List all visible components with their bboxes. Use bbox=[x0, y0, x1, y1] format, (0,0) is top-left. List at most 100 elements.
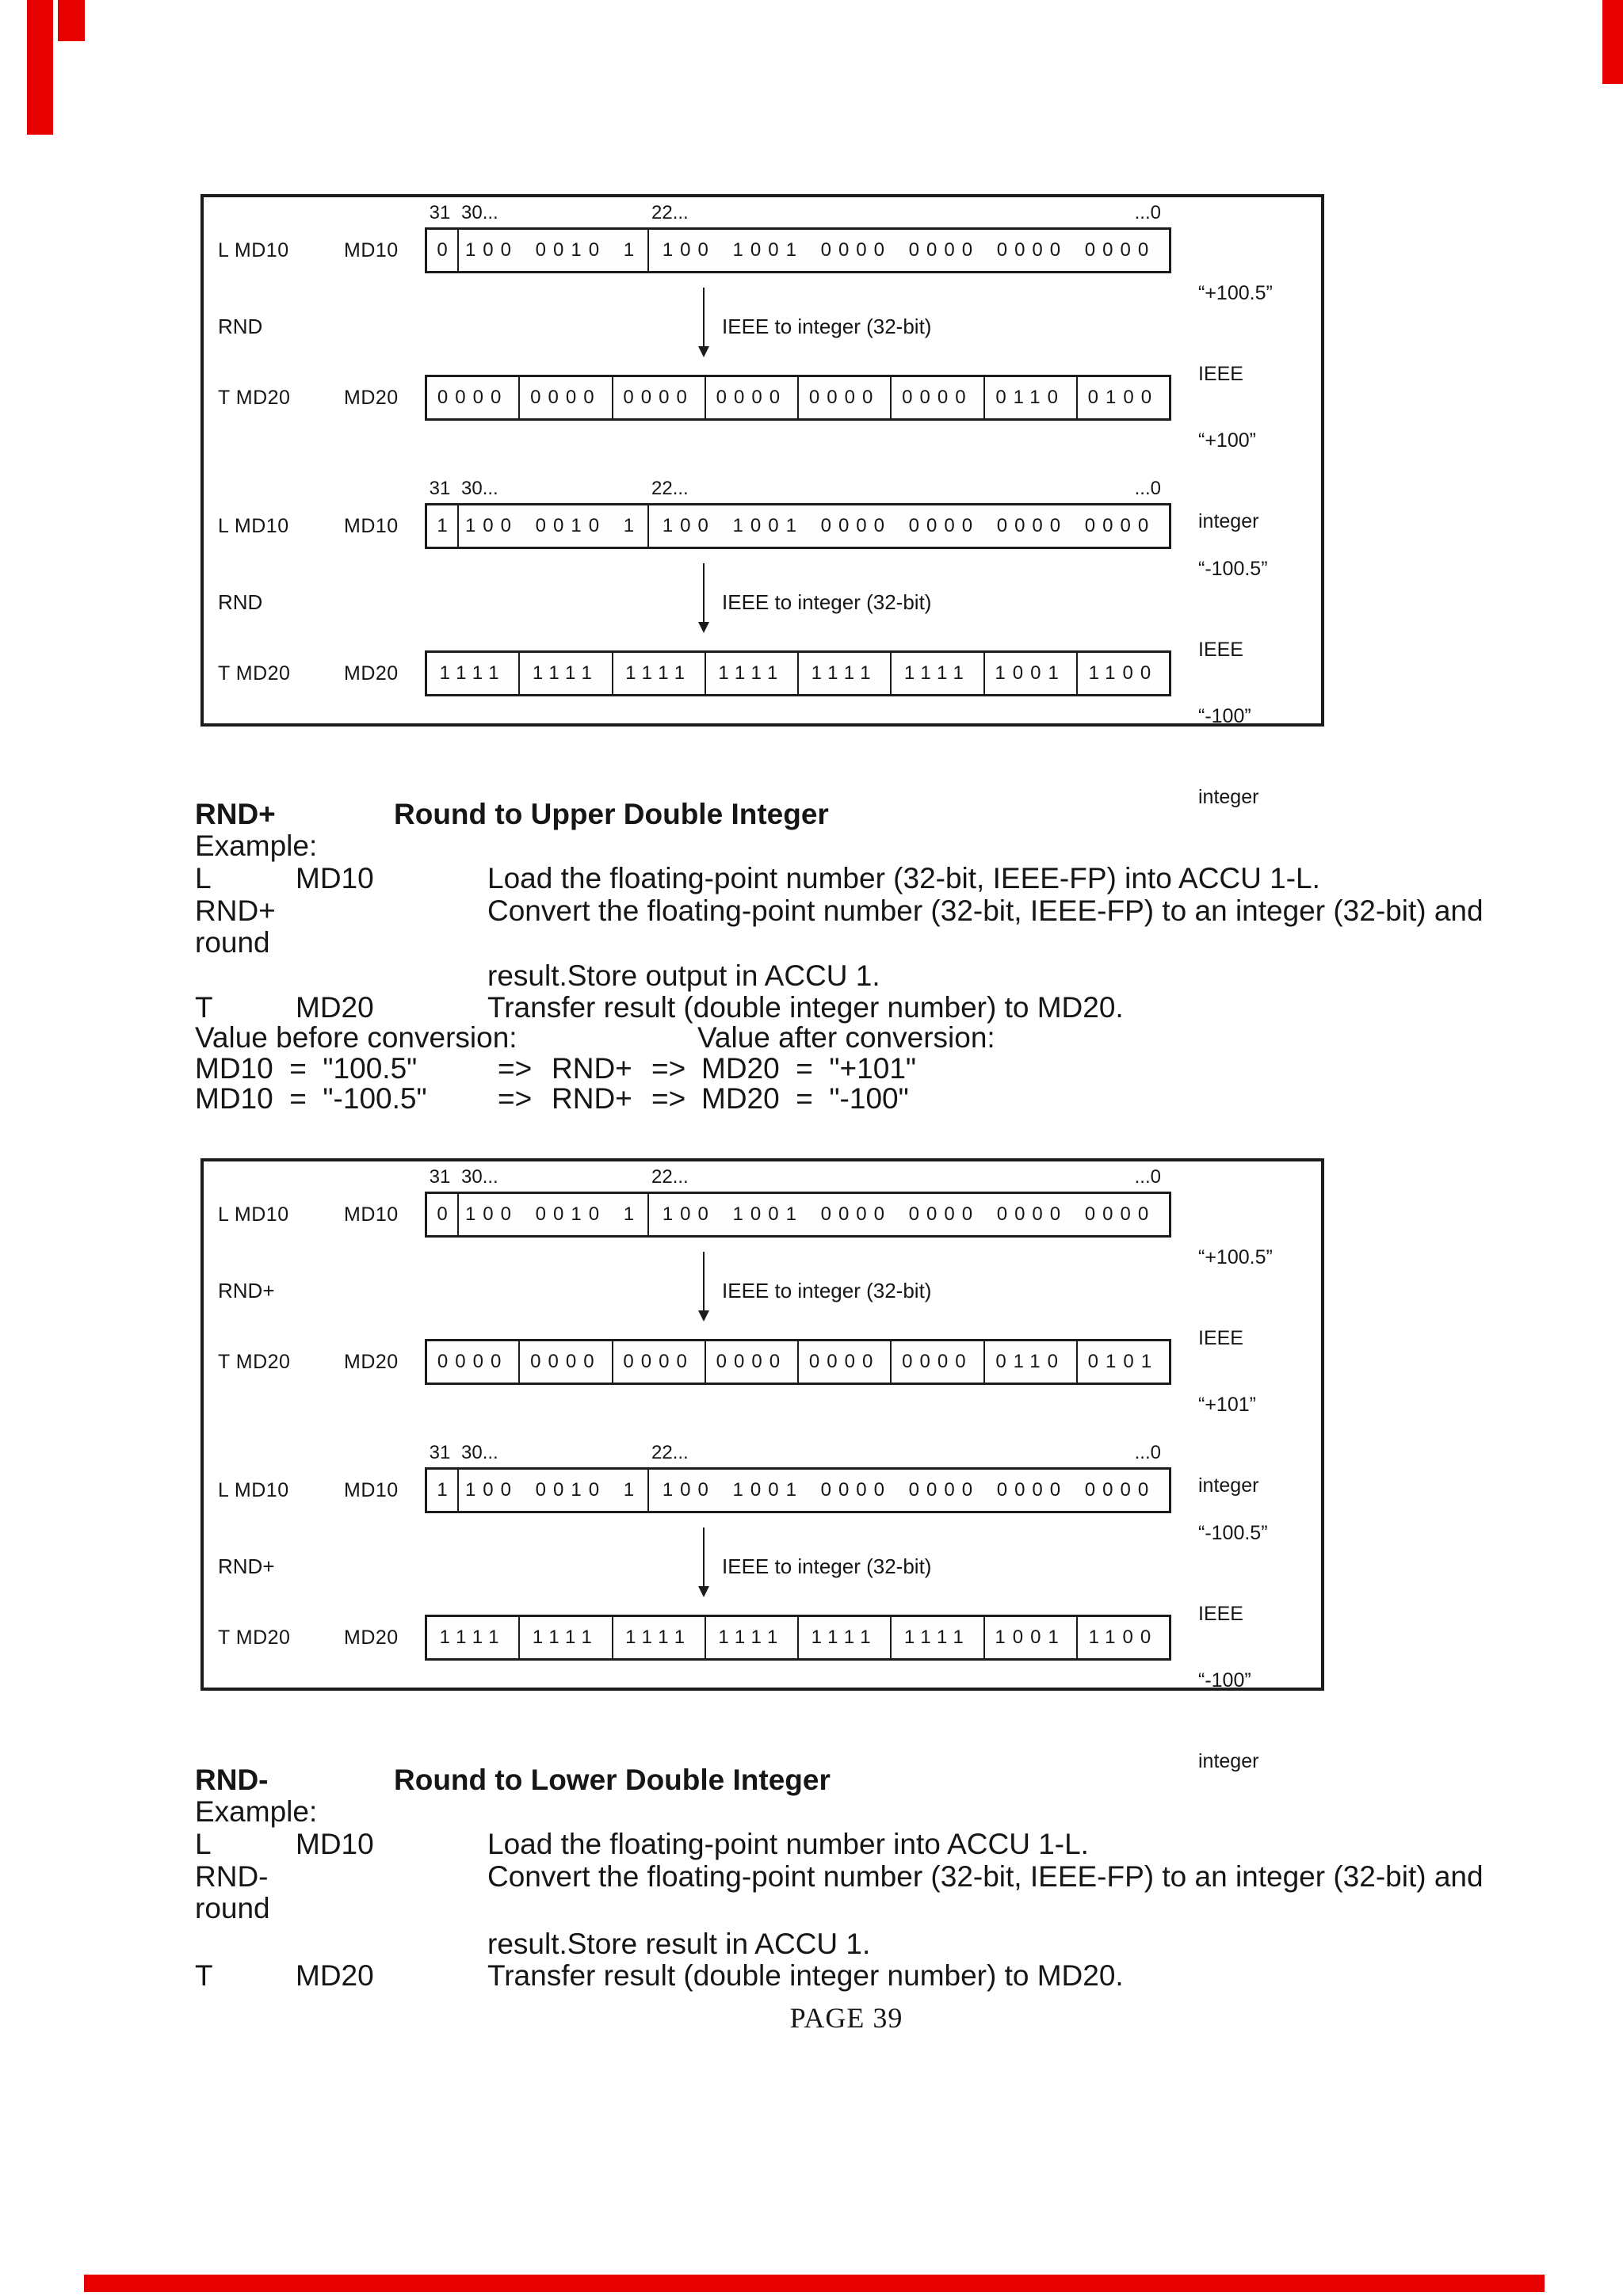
nibble-cell: 0000 bbox=[706, 377, 799, 418]
bit-index-22: 22... bbox=[651, 202, 689, 223]
operand bbox=[296, 1893, 487, 1924]
operand bbox=[296, 1861, 487, 1893]
integer-value-annotation: “-100” integer bbox=[1198, 1613, 1258, 1829]
nibble-cell: 1111 bbox=[799, 653, 892, 694]
nibble-cell: 0110 bbox=[985, 1341, 1078, 1383]
annotation-value: “+100.5” bbox=[1198, 282, 1273, 304]
nibble-cell: 0000 bbox=[613, 1341, 706, 1383]
integer-register: 0000 0000 0000 0000 0000 0000 0110 0100 bbox=[425, 375, 1171, 421]
mantissa-cell: 100 1001 0000 0000 0000 0000 bbox=[662, 1479, 1156, 1501]
ieee-register: 1 100 0010 1 100 1001 0000 0000 0000 000… bbox=[425, 503, 1171, 549]
annotation-format: integer bbox=[1198, 1750, 1259, 1772]
nibble-cell: 1111 bbox=[427, 1617, 521, 1658]
example-label: Example: bbox=[195, 830, 1534, 862]
mantissa-cell: 100 1001 0000 0000 0000 0000 bbox=[662, 1203, 1156, 1225]
annotation-value: “+101” bbox=[1198, 1394, 1256, 1416]
value-after: MD20 = "+101" bbox=[701, 1052, 917, 1085]
nibble-cell: 0000 bbox=[520, 377, 613, 418]
instruction-line: L MD10 Load the floating-point number (3… bbox=[195, 863, 1534, 894]
opcode: round bbox=[195, 1892, 270, 1924]
bit-index-0: ...0 bbox=[1134, 202, 1161, 223]
annotation-value: “+100” bbox=[1198, 429, 1256, 452]
conversion-group: 31 30... 22... ...0 L MD10 MD10 1 100 00… bbox=[200, 470, 1324, 808]
transfer-register-label: MD20 bbox=[344, 1351, 399, 1373]
integer-register: 0000 0000 0000 0000 0000 0000 0110 0101 bbox=[425, 1339, 1171, 1385]
arrow-glyph: => bbox=[498, 1052, 533, 1085]
arrow-glyph: => bbox=[651, 1052, 686, 1085]
conversion-caption: IEEE to integer (32-bit) bbox=[722, 590, 932, 614]
nibble-cell: 1111 bbox=[892, 653, 985, 694]
transfer-register-label: MD20 bbox=[344, 662, 399, 685]
bit-index-30: 30... bbox=[461, 478, 498, 499]
mnemonic: RND+ bbox=[552, 1082, 632, 1115]
annotation-value: “-100” bbox=[1198, 1669, 1251, 1691]
bit-index-0: ...0 bbox=[1134, 478, 1161, 499]
nibble-cell: 0000 bbox=[799, 1341, 892, 1383]
annotation-format: IEEE bbox=[1198, 639, 1243, 661]
operation-label: RND bbox=[218, 590, 263, 614]
conversion-group: 31 30... 22... ...0 L MD10 MD10 1 100 00… bbox=[200, 1434, 1324, 1772]
load-register-label: MD10 bbox=[344, 515, 399, 537]
description: Convert the floating-point number (32-bi… bbox=[487, 1860, 1484, 1893]
integer-value-annotation: “-100” integer bbox=[1198, 649, 1258, 864]
conversion-group: 31 30... 22... ...0 L MD10 MD10 0 100 00… bbox=[200, 194, 1324, 532]
ieee-value-annotation: “+100.5” IEEE bbox=[1198, 1190, 1273, 1405]
opcode bbox=[195, 1928, 296, 1960]
transfer-register-label: MD20 bbox=[344, 1627, 399, 1649]
bit-index-31: 31 bbox=[429, 478, 451, 499]
example-label: Example: bbox=[195, 1796, 1534, 1828]
value-header-line: Value before conversion: Value after con… bbox=[195, 1022, 1534, 1054]
operand: MD20 bbox=[296, 1959, 374, 1992]
nibble-cell: 0101 bbox=[1087, 1351, 1159, 1372]
load-instruction-label: L MD10 bbox=[218, 515, 289, 537]
value-conversion-line: MD10 = "-100.5" => RND+ => MD20 = "-100" bbox=[195, 1083, 1534, 1115]
operand bbox=[296, 927, 487, 959]
exponent-cell: 100 0010 1 bbox=[459, 1194, 649, 1235]
load-register-label: MD10 bbox=[344, 1479, 399, 1501]
nibble-cell: 1111 bbox=[427, 653, 521, 694]
opcode: L bbox=[195, 862, 212, 894]
nibble-cell: 1111 bbox=[613, 653, 706, 694]
annotation-format: integer bbox=[1198, 786, 1259, 808]
example-text: Example: bbox=[195, 830, 318, 862]
bit-index-31: 31 bbox=[429, 1166, 451, 1188]
conversion-caption: IEEE to integer (32-bit) bbox=[722, 1279, 932, 1302]
description: Transfer result (double integer number) … bbox=[487, 1959, 1124, 1992]
sign-bit-cell: 0 bbox=[427, 1194, 459, 1235]
nibble-cell: 1111 bbox=[613, 1617, 706, 1658]
conversion-group: 31 30... 22... ...0 L MD10 MD10 0 100 00… bbox=[200, 1158, 1324, 1497]
down-arrow-head-icon bbox=[698, 622, 709, 633]
mantissa-cell: 100 1001 0000 0000 0000 0000 bbox=[662, 239, 1156, 261]
red-artifact-top-left-square bbox=[58, 0, 85, 41]
ieee-register: 1 100 0010 1 100 1001 0000 0000 0000 000… bbox=[425, 1467, 1171, 1513]
ieee-register: 0 100 0010 1 100 1001 0000 0000 0000 000… bbox=[425, 1192, 1171, 1238]
down-arrow-head-icon bbox=[698, 346, 709, 357]
arrow-glyph: => bbox=[498, 1082, 533, 1115]
instruction-line: T MD20 Transfer result (double integer n… bbox=[195, 1960, 1534, 1992]
operand: MD10 bbox=[296, 862, 374, 894]
bit-index-22: 22... bbox=[651, 1442, 689, 1463]
annotation-value: “-100” bbox=[1198, 705, 1251, 727]
value-after-label: Value after conversion: bbox=[697, 1021, 995, 1054]
annotation-format: IEEE bbox=[1198, 1327, 1243, 1349]
instruction-line: round bbox=[195, 927, 1534, 959]
annotation-format: integer bbox=[1198, 1474, 1259, 1497]
nibble-cell: 1111 bbox=[799, 1617, 892, 1658]
integer-register: 1111 1111 1111 1111 1111 1111 1001 1100 bbox=[425, 650, 1171, 696]
diagram-box-rnd-plus: 31 30... 22... ...0 L MD10 MD10 0 100 00… bbox=[200, 1158, 1324, 1772]
operand: MD20 bbox=[296, 991, 374, 1024]
nibble-cell: 0000 bbox=[613, 377, 706, 418]
mnemonic-label: RND+ bbox=[195, 798, 276, 830]
description bbox=[487, 927, 1534, 959]
nibble-cell: 0000 bbox=[799, 377, 892, 418]
nibble-cell: 1100 bbox=[1088, 1627, 1159, 1648]
ieee-value-annotation: “+100.5” IEEE bbox=[1198, 226, 1273, 441]
opcode: round bbox=[195, 926, 270, 959]
value-conversion-line: MD10 = "100.5" => RND+ => MD20 = "+101" bbox=[195, 1053, 1534, 1085]
bit-index-30: 30... bbox=[461, 1442, 498, 1463]
integer-value-annotation: “+101” integer bbox=[1198, 1337, 1258, 1553]
ieee-register: 0 100 0010 1 100 1001 0000 0000 0000 000… bbox=[425, 227, 1171, 273]
description: Convert the floating-point number (32-bi… bbox=[487, 894, 1484, 927]
conversion-caption: IEEE to integer (32-bit) bbox=[722, 1554, 932, 1578]
